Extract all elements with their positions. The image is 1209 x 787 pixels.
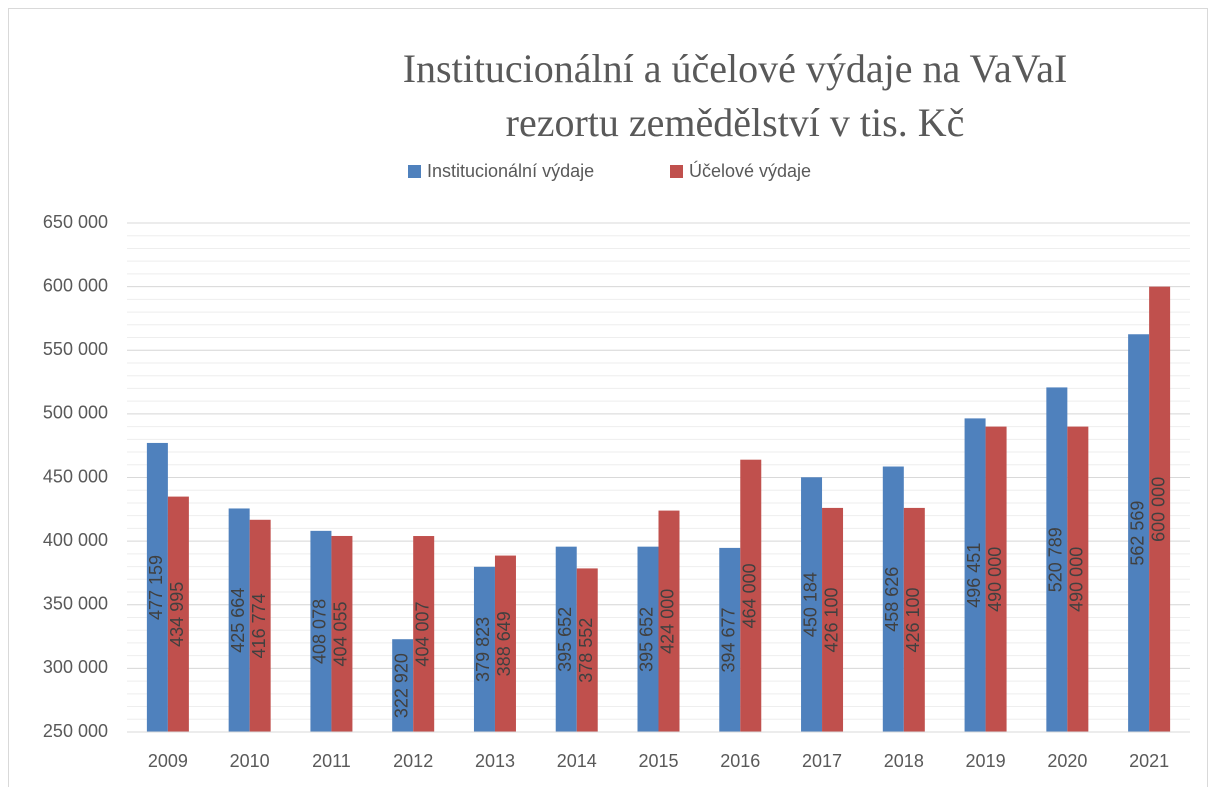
y-tick-label: 250 000 — [43, 721, 108, 741]
data-label: 490 000 — [1067, 547, 1087, 612]
bar — [637, 546, 659, 732]
data-label: 458 626 — [882, 567, 902, 632]
x-tick-label: 2017 — [802, 751, 842, 771]
bar — [167, 496, 189, 732]
y-tick-label: 650 000 — [43, 212, 108, 232]
data-label: 394 677 — [719, 607, 739, 672]
x-tick-label: 2009 — [148, 751, 188, 771]
data-label: 600 000 — [1148, 477, 1168, 542]
y-tick-label: 500 000 — [43, 403, 108, 423]
legend-swatch — [408, 165, 421, 178]
data-label: 496 451 — [964, 543, 984, 608]
chart-title: rezortu zemědělství v tis. Kč — [506, 100, 965, 145]
data-label: 404 055 — [331, 601, 351, 666]
chart-title: Institucionální a účelové výdaje na VaVa… — [403, 46, 1068, 91]
data-label: 434 995 — [167, 582, 187, 647]
legend-swatch — [670, 165, 683, 178]
x-tick-label: 2020 — [1047, 751, 1087, 771]
data-label: 477 159 — [146, 555, 166, 620]
data-label: 404 007 — [412, 601, 432, 666]
y-tick-label: 300 000 — [43, 657, 108, 677]
bar — [1149, 286, 1171, 732]
bar — [146, 442, 168, 732]
bar — [555, 546, 577, 732]
x-tick-label: 2018 — [884, 751, 924, 771]
legend-label: Institucionální výdaje — [427, 161, 594, 181]
bar — [822, 507, 844, 732]
data-label: 322 920 — [391, 653, 411, 718]
data-label: 378 552 — [576, 618, 596, 683]
bar — [473, 566, 495, 732]
chart-frame — [8, 8, 1208, 787]
x-tick-label: 2014 — [557, 751, 597, 771]
data-label: 490 000 — [985, 547, 1005, 612]
bar — [1067, 426, 1089, 732]
y-tick-label: 600 000 — [43, 275, 108, 295]
data-label: 388 649 — [494, 611, 514, 676]
bar — [228, 508, 250, 732]
y-tick-label: 550 000 — [43, 339, 108, 359]
legend-label: Účelové výdaje — [689, 160, 811, 181]
bar — [413, 536, 435, 732]
bar — [801, 477, 823, 732]
data-label: 395 652 — [555, 607, 575, 672]
y-tick-label: 450 000 — [43, 466, 108, 486]
data-label: 464 000 — [740, 563, 760, 628]
data-label: 416 774 — [249, 593, 269, 658]
data-label: 425 664 — [228, 588, 248, 653]
data-label: 426 100 — [821, 587, 841, 652]
bar — [903, 507, 925, 732]
bar — [1128, 334, 1150, 732]
bar — [331, 535, 353, 732]
bar — [740, 459, 762, 732]
y-tick-label: 350 000 — [43, 594, 108, 614]
x-tick-label: 2011 — [312, 751, 351, 771]
x-tick-label: 2016 — [720, 751, 760, 771]
x-tick-label: 2010 — [230, 751, 270, 771]
data-label: 450 184 — [800, 572, 820, 637]
bar — [576, 568, 598, 732]
data-label: 408 078 — [310, 599, 330, 664]
x-tick-label: 2015 — [638, 751, 678, 771]
data-label: 424 000 — [658, 589, 678, 654]
bar — [392, 639, 414, 732]
bar — [1046, 387, 1068, 732]
bar — [658, 510, 680, 732]
y-tick-label: 400 000 — [43, 530, 108, 550]
data-label: 520 789 — [1046, 527, 1066, 592]
x-tick-label: 2021 — [1129, 751, 1169, 771]
x-tick-label: 2013 — [475, 751, 515, 771]
data-label: 379 823 — [473, 617, 493, 682]
bar — [494, 555, 516, 732]
x-tick-label: 2012 — [393, 751, 433, 771]
x-tick-label: 2019 — [966, 751, 1006, 771]
bar — [310, 530, 332, 732]
data-label: 395 652 — [637, 607, 657, 672]
bar — [985, 426, 1007, 732]
bar — [882, 466, 904, 732]
bar — [249, 519, 271, 732]
data-label: 562 569 — [1127, 501, 1147, 566]
bar — [719, 547, 741, 732]
data-label: 426 100 — [903, 587, 923, 652]
bar — [964, 418, 986, 732]
